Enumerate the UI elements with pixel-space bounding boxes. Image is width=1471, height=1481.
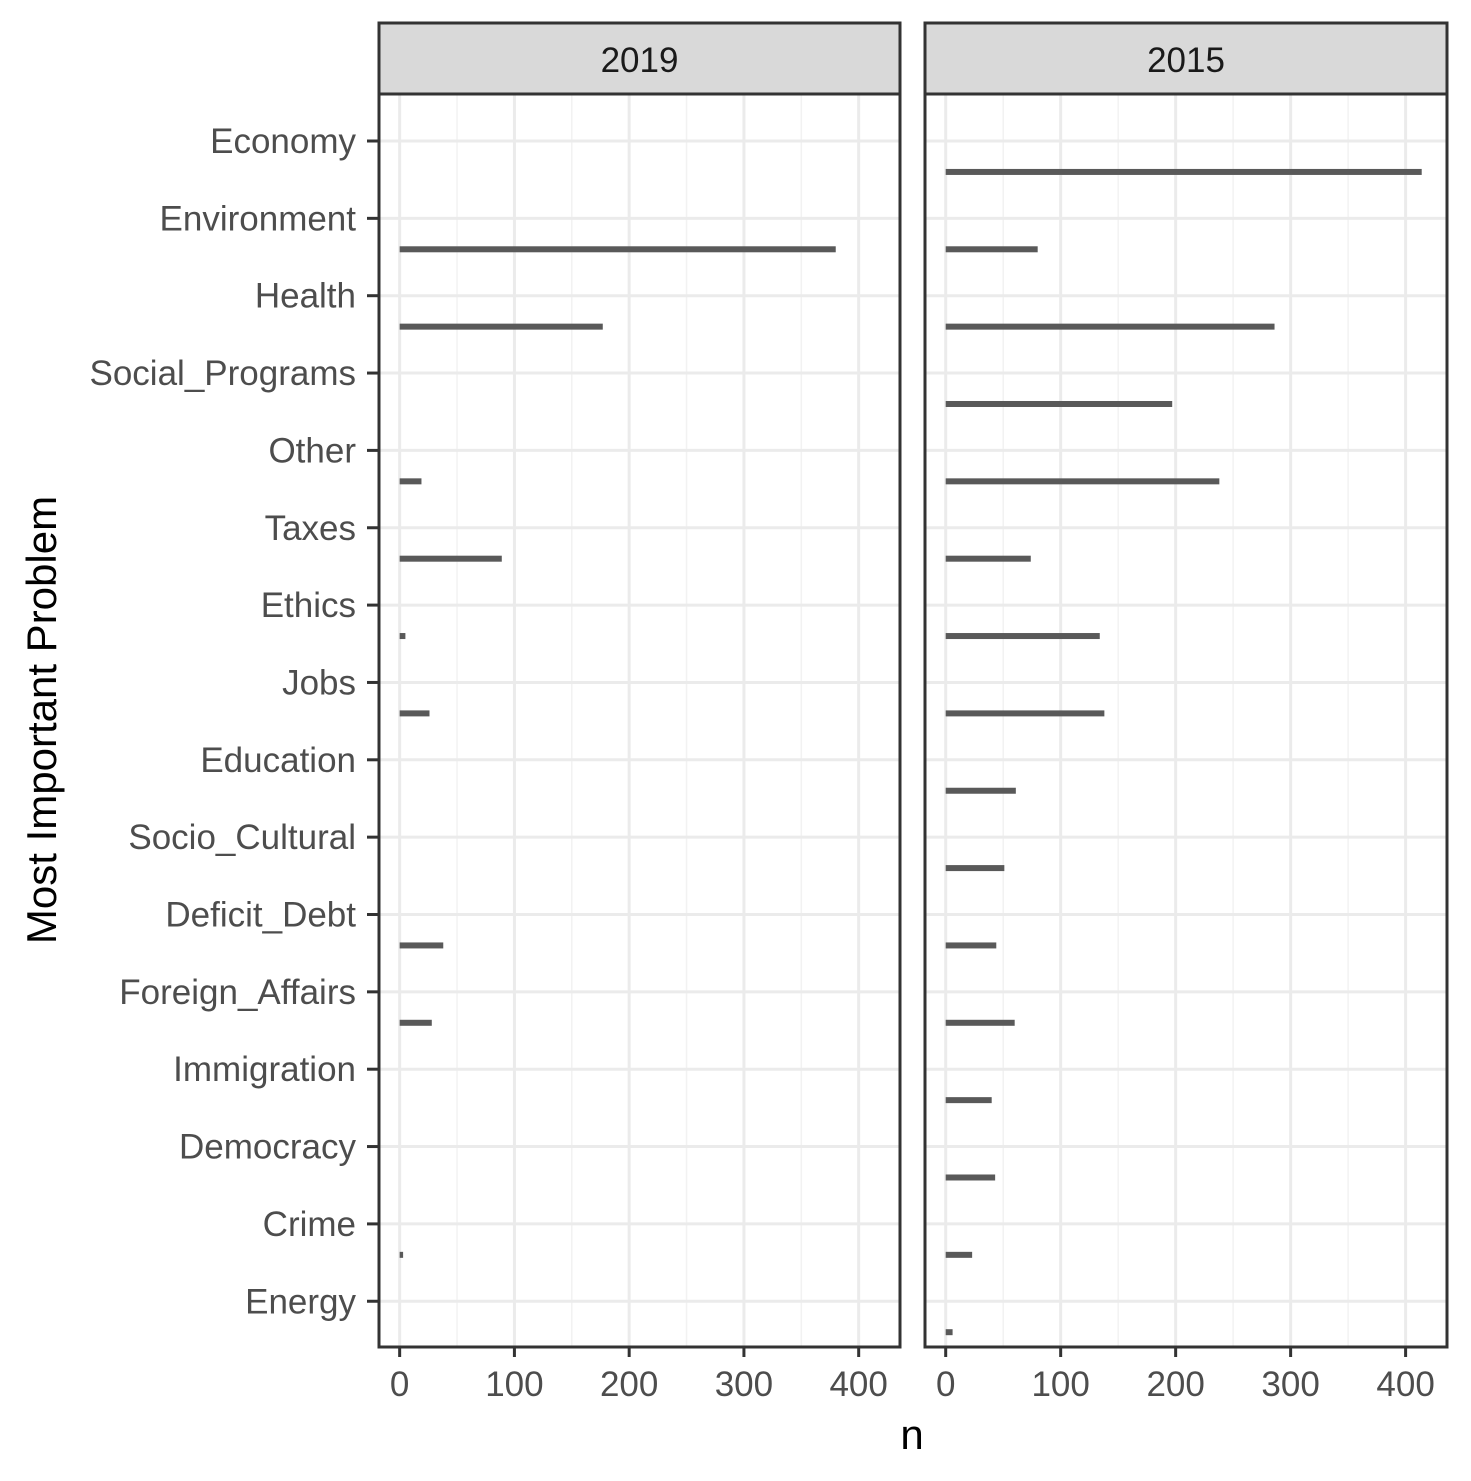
- x-tick-label: 400: [1376, 1365, 1434, 1404]
- bar: [945, 478, 1220, 485]
- bar: [399, 942, 444, 949]
- y-tick-label: Energy: [245, 1282, 356, 1321]
- bar: [945, 246, 1038, 253]
- x-tick-label: 300: [1261, 1365, 1319, 1404]
- y-tick-label: Crime: [263, 1205, 356, 1244]
- y-tick-label: Education: [200, 741, 356, 780]
- y-tick-label: Democracy: [179, 1128, 356, 1167]
- bar: [945, 865, 1005, 872]
- bar: [399, 710, 430, 717]
- x-tick-label: 0: [390, 1365, 409, 1404]
- y-tick-label: Environment: [160, 199, 357, 238]
- y-tick-label: Social_Programs: [90, 354, 357, 393]
- bar: [945, 400, 1173, 407]
- x-tick-label: 0: [936, 1365, 955, 1404]
- bar: [945, 1251, 973, 1258]
- frame-layer: [377, 92, 1449, 1349]
- bar: [399, 555, 502, 562]
- x-tick-label: 100: [1031, 1365, 1089, 1404]
- bar: [399, 246, 836, 253]
- bar: [399, 633, 406, 640]
- bar: [945, 168, 1422, 175]
- facet-strip: [377, 21, 902, 96]
- facet-strip-label: 2015: [1147, 41, 1225, 80]
- bar: [945, 1174, 996, 1181]
- y-tick-label: Socio_Cultural: [128, 818, 356, 857]
- bar: [945, 555, 1031, 562]
- bar: [399, 323, 603, 330]
- y-axis-title: Most Important Problem: [18, 496, 65, 944]
- bar: [945, 1329, 953, 1336]
- bar: [945, 1097, 992, 1104]
- bar: [945, 710, 1105, 717]
- x-axis-title: n: [900, 1411, 923, 1458]
- y-tick-label: Ethics: [261, 586, 356, 625]
- bar: [399, 478, 422, 485]
- facet-strip-label: 2019: [601, 41, 679, 80]
- bar: [945, 942, 997, 949]
- y-tick-label: Immigration: [173, 1050, 356, 1089]
- x-tick-label: 300: [715, 1365, 773, 1404]
- x-tick-label: 100: [485, 1365, 543, 1404]
- bar: [945, 787, 1016, 794]
- panel-grid-layer: [379, 94, 1447, 1347]
- x-tick-label: 200: [600, 1365, 658, 1404]
- bar-layer: [399, 168, 1422, 1336]
- y-tick-label: Deficit_Debt: [165, 896, 356, 935]
- y-tick-label: Foreign_Affairs: [119, 973, 356, 1012]
- bar: [399, 1019, 432, 1026]
- y-tick-label: Economy: [210, 122, 356, 161]
- x-axes: 0 100 200 300 400 0 100 200 300 400: [390, 1347, 1435, 1404]
- y-tick-label: Taxes: [265, 509, 356, 548]
- y-tick-label: Jobs: [282, 663, 356, 702]
- y-tick-label: Other: [268, 431, 356, 470]
- y-axis: Economy Environment Health Social_Programs O…: [90, 122, 379, 1321]
- bar: [399, 1251, 404, 1258]
- facet-strip: [923, 21, 1449, 96]
- x-tick-label: 400: [829, 1365, 887, 1404]
- bar: [945, 633, 1100, 640]
- bar: [945, 1019, 1015, 1026]
- y-tick-label: Health: [255, 277, 356, 316]
- strip-layer: 2019 2015: [377, 21, 1449, 96]
- x-tick-label: 200: [1146, 1365, 1204, 1404]
- bar: [945, 323, 1275, 330]
